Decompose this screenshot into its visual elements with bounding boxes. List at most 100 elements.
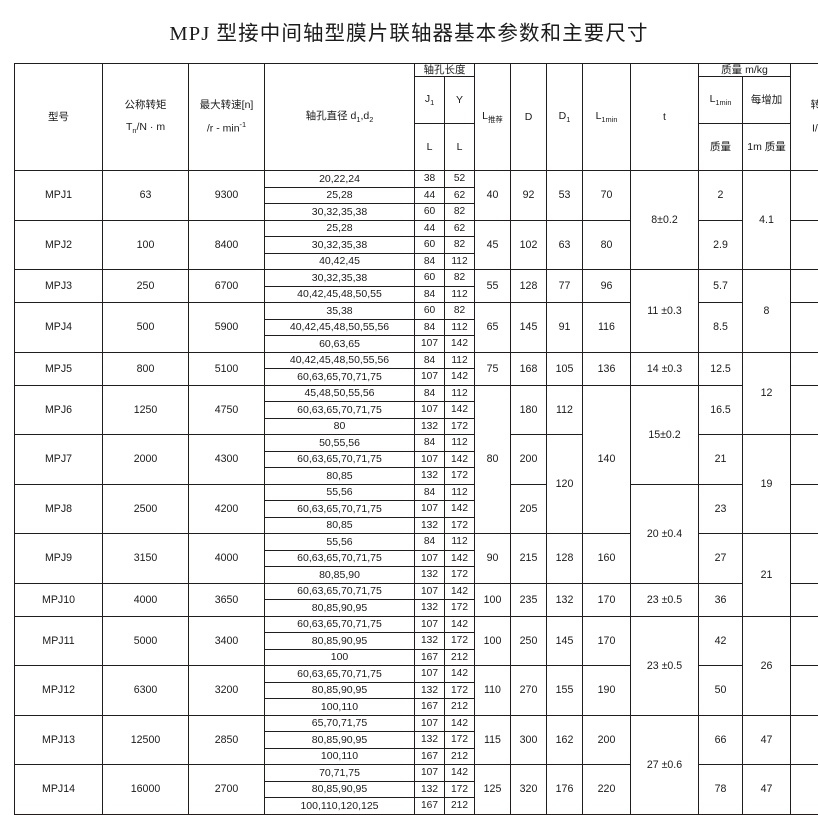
cell-model: MPJ12 [14,665,103,716]
table-row: 80,85 132 172 [15,516,818,535]
cell-l-recommended: 100 [474,615,511,667]
cell-bore-length-J1: 107 [414,335,445,353]
cell-D1: 63 [546,219,583,271]
cell-D: 215 [510,533,547,584]
cell-mass-L1min: 2 [698,170,743,221]
cell-D1: 91 [546,302,583,353]
cell-model: MPJ1 [14,170,103,221]
cell-bore-length-J1: 132 [414,731,445,749]
table-row: 30,32,35,38 60 82 [15,203,818,221]
cell-bore-diameter: 25,28 [264,186,415,205]
cell-l-recommended: 65 [474,302,511,353]
cell-D1: 155 [546,665,583,716]
cell-bore-length-J1: 60 [414,203,445,221]
cell-mass-per-meter: 21 [741,533,792,617]
cell-model: MPJ3 [14,269,103,304]
cell-bore-diameter: 80,85 [264,516,415,535]
cell-bore-length-J1: 132 [414,467,445,485]
cell-bore-length-J1: 60 [414,236,445,254]
cell-bore-length-Y: 112 [444,252,475,271]
cell-nominal-torque: 63 [102,170,189,221]
cell-bore-length-J1: 132 [414,516,445,535]
cell-moment-of-inertia: 0.75 [790,764,818,815]
table-row: 80 132 172 [15,417,818,436]
cell-bore-length-Y: 82 [444,302,475,320]
header-row-1: 型号 公称转矩 Tn/N · m 最大转速[n] /r - min-1 轴孔直径… [14,62,818,172]
cell-bore-length-Y: 172 [444,599,475,617]
cell-model: MPJ10 [14,582,103,617]
cell-nominal-torque: 2000 [102,434,189,485]
cell-bore-length-J1: 44 [414,219,445,238]
cell-t: 23 ±0.5 [630,615,699,716]
cell-bore-length-Y: 82 [444,236,475,254]
cell-max-speed: 4300 [188,434,265,485]
cell-bore-diameter: 70,71,75 [264,764,415,782]
cell-D: 168 [510,351,547,386]
table-row: MPJ13 12500 2850 65,70,71,75 107 142 115 300 162… [14,714,818,815]
cell-nominal-torque: 500 [102,302,189,353]
cell-L1min: 190 [582,665,631,716]
cell-bore-diameter: 80 [264,417,415,436]
cell-nominal-torque: 3150 [102,533,189,584]
cell-nominal-torque: 800 [102,351,189,386]
cell-mass-L1min: 66 [698,714,743,766]
cell-bore-length-Y: 82 [444,269,475,287]
header-D1: D1 [546,62,583,172]
table-row: 60,63,65,70,71,75 107 142 [15,549,818,568]
cell-bore-length-Y: 142 [444,500,475,518]
cell-L1min: 220 [582,764,631,815]
cell-l-recommended: 80 [474,384,511,535]
cell-mass-per-meter: 8 [741,269,792,353]
cell-D1: 176 [546,764,583,815]
table-row: 60,63,65,70,71,75 107 142 [15,500,818,518]
header-mass-per-meter: 每增加 [741,76,792,125]
cell-bore-length-J1: 107 [414,714,445,733]
cell-bore-length-J1: 107 [414,665,445,683]
cell-bore-length-J1: 107 [414,615,445,634]
cell-moment-of-inertia: 0.017 [790,302,818,353]
cell-max-speed: 4000 [188,533,265,584]
cell-bore-length-Y: 82 [444,203,475,221]
cell-l-recommended: 115 [474,714,511,766]
cell-nominal-torque: 12500 [102,714,189,766]
cell-bore-length-J1: 60 [414,269,445,287]
cell-bore-length-J1: 132 [414,599,445,617]
cell-L1min: 170 [582,615,631,667]
cell-max-speed: 4750 [188,384,265,436]
cell-l-recommended: 100 [474,582,511,617]
cell-bore-length-J1: 167 [414,797,445,815]
cell-model: MPJ14 [14,764,103,815]
cell-bore-diameter: 60,63,65,70,71,75 [264,582,415,601]
cell-bore-length-J1: 167 [414,648,445,667]
cell-moment-of-inertia: 0.252 [790,615,818,667]
cell-mass-L1min: 42 [698,615,743,667]
header-moment-of-inertia: 转动惯量 I/kg · m2 [790,62,818,172]
cell-t: 14 ±0.3 [630,351,699,386]
cell-mass-L1min: 12.5 [698,351,743,386]
header-max-speed-line2: /r - min-1 [206,120,247,135]
table-row: 25,28 44 62 [15,186,818,205]
cell-model: MPJ4 [14,302,103,353]
cell-bore-diameter: 80,85,90 [264,566,415,584]
cell-D: 300 [510,714,547,766]
cell-bore-diameter: 60,63,65,70,71,75 [264,549,415,568]
cell-bore-diameter: 50,55,56 [264,434,415,452]
header-J1: J1 [414,76,445,125]
cell-max-speed: 3650 [188,582,265,617]
cell-bore-diameter: 35,38 [264,302,415,320]
cell-nominal-torque: 1250 [102,384,189,436]
cell-bore-length-Y: 142 [444,450,475,469]
table-row: MPJ6 1250 4750 45,48,50,55,56 84 112 80 180 112 1… [14,384,818,535]
cell-D1: 53 [546,170,583,221]
table-row: 80,85 132 172 [15,467,818,485]
cell-bore-diameter: 60,63,65,70,71,75 [264,615,415,634]
table-row: MPJ14 16000 2700 70,71,75 107 142 125 320 176 220… [14,764,818,815]
cell-max-speed: 5100 [188,351,265,386]
header-bore-length-group: 轴孔长度 [414,62,475,78]
cell-bore-length-Y: 172 [444,780,475,799]
cell-max-speed: 8400 [188,219,265,271]
cell-bore-length-Y: 142 [444,368,475,386]
cell-model: MPJ11 [14,615,103,667]
cell-bore-diameter: 40,42,45 [264,252,415,271]
